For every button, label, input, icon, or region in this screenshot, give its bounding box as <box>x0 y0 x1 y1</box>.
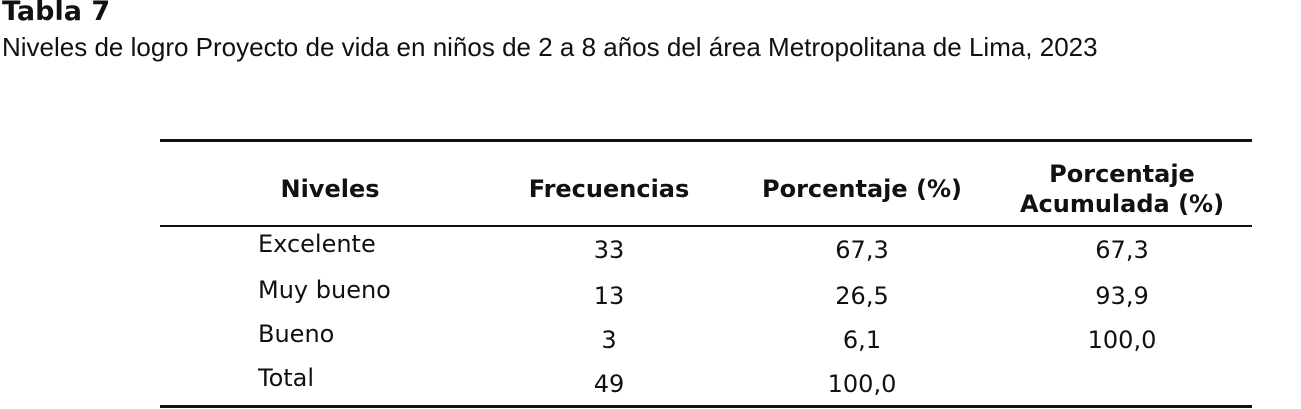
column-header: Niveles <box>280 175 380 203</box>
bottom-rule <box>160 405 1252 408</box>
cell-value: 33 <box>593 236 625 264</box>
cell-value: 26,5 <box>835 282 889 310</box>
cell-value: 3 <box>601 326 617 354</box>
cell-value: 93,9 <box>1095 282 1149 310</box>
row-label: Muy bueno <box>258 276 391 304</box>
row-label: Bueno <box>258 320 335 348</box>
column-header: Frecuencias <box>528 175 690 203</box>
cell-value: 67,3 <box>835 236 889 264</box>
column-header: Porcentaje (%) <box>761 175 963 203</box>
header-rule <box>160 225 1252 227</box>
table-title: Tabla 7 <box>2 0 111 27</box>
cell-value: 100,0 <box>1087 326 1157 354</box>
top-rule <box>160 139 1252 142</box>
row-label: Total <box>258 364 315 392</box>
table-subtitle: Niveles de logro Proyecto de vida en niñ… <box>2 32 1098 62</box>
cell-value: 6,1 <box>842 326 882 354</box>
cell-value: 100,0 <box>827 370 897 398</box>
cell-value: 49 <box>593 370 625 398</box>
column-header: Porcentaje Acumulada (%) <box>1019 160 1225 218</box>
cell-value: 67,3 <box>1095 236 1149 264</box>
cell-value: 13 <box>593 282 625 310</box>
row-label: Excelente <box>258 230 376 258</box>
